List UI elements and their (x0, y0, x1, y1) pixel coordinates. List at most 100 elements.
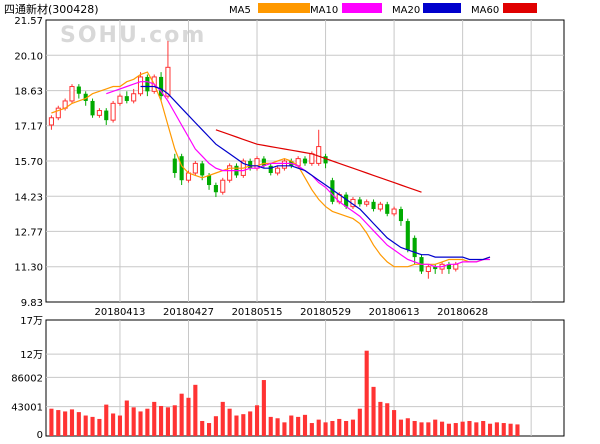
volume-bar (138, 411, 143, 436)
volume-bar (97, 418, 102, 436)
volume-bar (467, 420, 472, 436)
volume-bar (49, 408, 54, 436)
volume-bar (296, 416, 301, 436)
volume-bar (474, 422, 479, 436)
candle-body-down (268, 165, 273, 174)
volume-bar (117, 415, 123, 436)
candle-body-up (281, 160, 287, 169)
volume-bar (371, 386, 376, 436)
volume-bar (357, 408, 362, 436)
candle-body-down (344, 194, 349, 207)
volume-bar (90, 416, 95, 436)
volume-y-tick-label: 86002 (11, 373, 43, 384)
ma-line-ma10 (106, 81, 490, 268)
volume-bar (206, 423, 212, 436)
volume-bar (234, 415, 239, 436)
legend-ma10-swatch (342, 3, 382, 13)
volume-bar (56, 410, 61, 436)
volume-bar (145, 408, 150, 436)
volume-bar (337, 418, 342, 436)
volume-bar (241, 414, 246, 436)
volume-bar (364, 350, 369, 436)
volume-bar (289, 415, 294, 436)
volume-bar (446, 423, 451, 436)
volume-bar (426, 422, 431, 436)
legend-ma20-swatch (423, 3, 461, 13)
x-tick-label: 20180515 (232, 307, 283, 318)
ma-line-ma60 (215, 129, 422, 193)
volume-bar (494, 422, 499, 436)
candle-body-down (412, 237, 417, 258)
volume-bar (398, 419, 404, 436)
legend-ma5-swatch (258, 3, 310, 13)
legend: MA5 MA10 MA20 MA60 (229, 3, 537, 16)
candle-body-down (206, 175, 212, 186)
volume-bar (282, 422, 287, 436)
candle-body-down (385, 204, 390, 214)
volume-bars (49, 350, 520, 436)
ma-line-ma20 (140, 85, 491, 261)
volume-bar (419, 422, 424, 436)
volume-bar (104, 404, 109, 436)
volume-bar (385, 403, 390, 436)
volume-bar (131, 407, 136, 436)
x-tick-label: 20180628 (437, 307, 488, 318)
volume-bar (405, 418, 410, 436)
volume-bar (453, 423, 458, 436)
candle-body-down (446, 264, 451, 270)
candle-body-up (377, 203, 383, 210)
candle-body-down (261, 158, 266, 166)
volume-bar (433, 419, 438, 436)
volume-y-tick-label: 43001 (11, 403, 43, 414)
volume-bar (344, 420, 349, 436)
price-y-tick-label: 9.83 (21, 298, 43, 309)
volume-bar (268, 416, 273, 436)
candle-body-down (159, 76, 164, 97)
candle-body-down (330, 180, 335, 202)
volume-bar (261, 380, 266, 436)
volume-bar (213, 416, 218, 436)
price-y-tick-label: 18.63 (14, 87, 43, 98)
volume-bar (302, 414, 308, 436)
price-y-tick-label: 11.30 (14, 263, 43, 274)
candle-body-down (433, 266, 438, 270)
candle-body-up (453, 263, 459, 270)
candle-body-down (371, 201, 376, 210)
volume-bar (172, 405, 177, 436)
volume-bar (76, 412, 81, 436)
volume-bar (440, 421, 445, 436)
price-grid (46, 20, 564, 302)
candle-body-down (179, 156, 184, 181)
candle-body-up (69, 86, 75, 102)
legend-ma60-swatch (503, 3, 537, 13)
volume-bar (515, 424, 520, 436)
volume-bar (481, 420, 486, 436)
volume-bar (350, 419, 356, 436)
candle-body-up (117, 95, 123, 104)
candle-body-down (90, 100, 95, 116)
candle-body-down (76, 86, 81, 94)
volume-bar (309, 423, 314, 436)
volume-bar (487, 423, 493, 436)
candle-body-down (200, 163, 205, 176)
candle-body-up (48, 117, 54, 126)
candle-body-up (309, 153, 315, 164)
candle-body-up (220, 179, 226, 193)
legend-ma5-label: MA5 (229, 5, 251, 16)
price-y-tick-label: 12.77 (14, 227, 43, 238)
volume-bar (378, 401, 383, 436)
volume-bar (220, 401, 225, 436)
candle-body-up (192, 162, 198, 174)
price-y-tick-label: 15.70 (14, 157, 43, 168)
candle-body-up (425, 266, 431, 272)
volume-bar (159, 405, 164, 436)
candle-body-down (405, 221, 410, 250)
candle-body-up (137, 76, 144, 95)
candle-body-down (302, 158, 308, 164)
candle-body-up (165, 66, 171, 97)
x-tick-label: 20180413 (95, 307, 146, 318)
candle-body-down (398, 209, 404, 222)
volume-bar (330, 420, 335, 436)
candle-body-up (275, 167, 281, 174)
legend-ma10-label: MA10 (310, 5, 338, 16)
